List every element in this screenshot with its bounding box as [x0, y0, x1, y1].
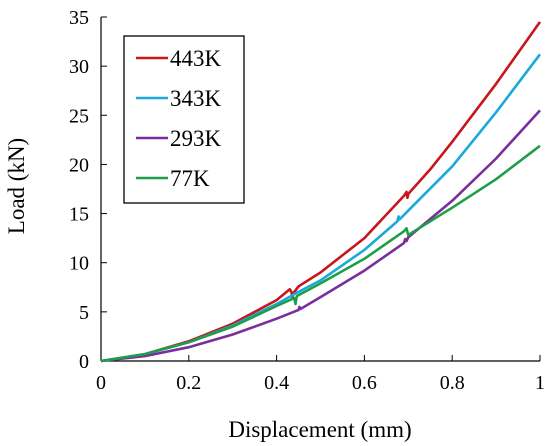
legend: 443K 343K 293K 77K: [123, 35, 245, 204]
plot-frame: [100, 17, 540, 362]
legend-label-77K: 77K: [170, 166, 210, 191]
y-tick-label: 25: [69, 105, 89, 127]
x-tick-label: 1: [535, 372, 545, 394]
x-tick-label: 0.2: [176, 372, 201, 394]
y-tick-label: 30: [69, 56, 89, 78]
y-axis-title: Load (kN): [4, 138, 29, 234]
legend-label-443K: 443K: [170, 46, 222, 71]
x-tick-label: 0: [96, 372, 106, 394]
y-tick-label: 35: [69, 7, 89, 29]
series-line-77K: [100, 144, 541, 363]
legend-label-343K: 343K: [170, 86, 222, 111]
x-tick-label: 0.8: [440, 372, 465, 394]
x-tick-label: 0.6: [352, 372, 377, 394]
y-tick-label: 20: [69, 154, 89, 176]
x-axis-title: Displacement (mm): [228, 417, 411, 442]
y-tick-label: 15: [69, 204, 89, 226]
y-tick-label: 0: [79, 351, 89, 373]
legend-label-293K: 293K: [170, 126, 222, 151]
y-tick-label: 10: [69, 253, 89, 275]
x-tick-label: 0.4: [264, 372, 289, 394]
series-line-443K: [100, 21, 542, 363]
y-tick-label: 5: [79, 302, 89, 324]
legend-box: [123, 35, 245, 204]
series-lines: [100, 21, 542, 363]
